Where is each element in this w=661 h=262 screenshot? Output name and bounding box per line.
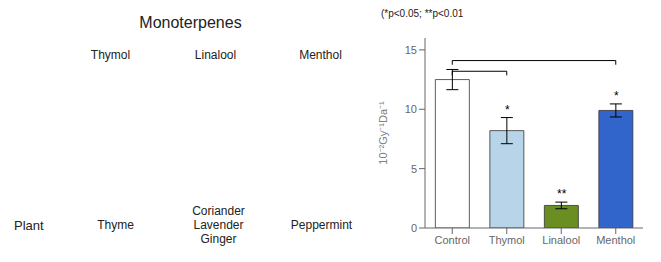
html-text:Linalool: Linalool bbox=[194, 48, 237, 62]
svg-text:Thymol: Thymol bbox=[489, 234, 525, 246]
svg-text:15: 15 bbox=[405, 44, 417, 56]
html-text:Peppermint: Peppermint bbox=[290, 218, 353, 232]
svg-text:Control: Control bbox=[435, 234, 470, 246]
svg-text:0: 0 bbox=[411, 222, 417, 234]
svg-text:10⁻²Gy⁻¹Da⁻¹: 10⁻²Gy⁻¹Da⁻¹ bbox=[377, 101, 389, 165]
html-text:Monoterpenes: Monoterpenes bbox=[139, 14, 242, 31]
svg-text:**: ** bbox=[557, 187, 567, 201]
svg-text:Linalool: Linalool bbox=[542, 234, 580, 246]
svg-text:10: 10 bbox=[405, 103, 417, 115]
html-text:Thymol: Thymol bbox=[90, 48, 131, 62]
html-text:Thyme: Thyme bbox=[97, 218, 134, 232]
html-text:Plant: Plant bbox=[14, 217, 44, 233]
svg-text:5: 5 bbox=[411, 163, 417, 175]
html-text:(*p<0.05; **p<0.01: (*p<0.05; **p<0.01 bbox=[381, 8, 464, 19]
html-text:Menthol: Menthol bbox=[299, 48, 342, 62]
html-text:Coriander Lavender Ginger: Coriander Lavender Ginger bbox=[192, 204, 245, 246]
svg-text:Menthol: Menthol bbox=[596, 234, 635, 246]
svg-text:*: * bbox=[504, 103, 509, 117]
svg-text:*: * bbox=[613, 89, 618, 103]
